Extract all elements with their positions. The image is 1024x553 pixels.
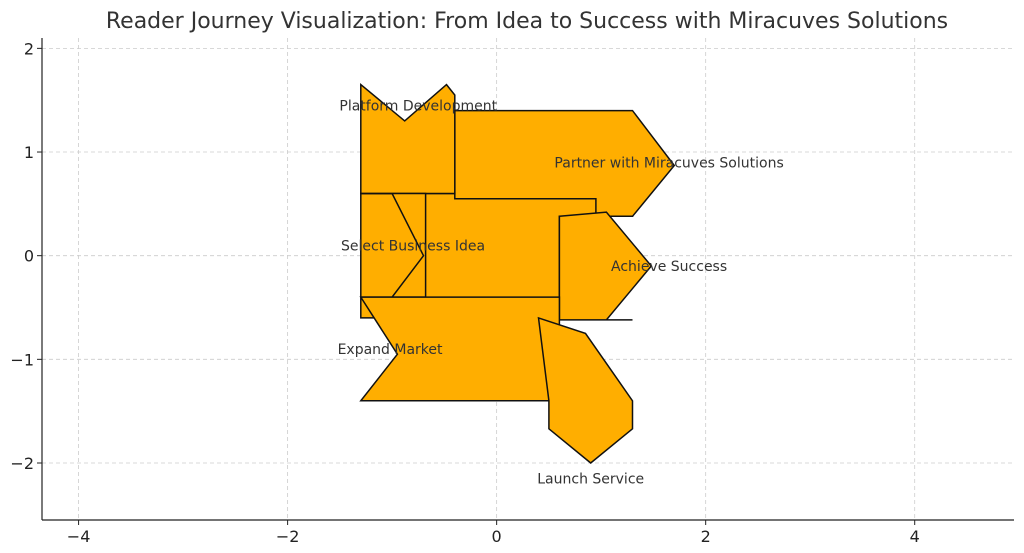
y-tick-label: −2: [10, 454, 34, 473]
shape-partner-arrow: [454, 109, 676, 218]
x-tick-label: −2: [276, 527, 300, 546]
chart-title: Reader Journey Visualization: From Idea …: [106, 9, 948, 34]
y-tick-label: 1: [24, 143, 34, 162]
x-tick-label: 4: [910, 527, 920, 546]
journey-shapes: [359, 83, 676, 464]
x-tick-label: 0: [492, 527, 502, 546]
shape-expand-arrow: [359, 296, 561, 402]
node-label: Partner with Miracuves Solutions: [554, 155, 783, 171]
ticks: −4 −2 0 2 4 −2 −1 0 1 2: [10, 39, 919, 546]
node-label: Expand Market: [338, 342, 443, 358]
node-labels: Platform Development Partner with Miracuv…: [338, 98, 784, 487]
node-label: Launch Service: [537, 472, 644, 488]
node-label: Select Business Idea: [341, 238, 485, 254]
x-tick-label: 2: [701, 527, 711, 546]
y-tick-label: −1: [10, 350, 34, 369]
y-tick-label: 0: [24, 247, 34, 266]
shape-launch-arrow: [537, 316, 634, 464]
x-tick-label: −4: [67, 527, 91, 546]
node-label: Achieve Success: [611, 259, 727, 275]
axes: [41, 38, 1014, 521]
y-tick-label: 2: [24, 39, 34, 58]
node-label: Platform Development: [339, 98, 497, 114]
